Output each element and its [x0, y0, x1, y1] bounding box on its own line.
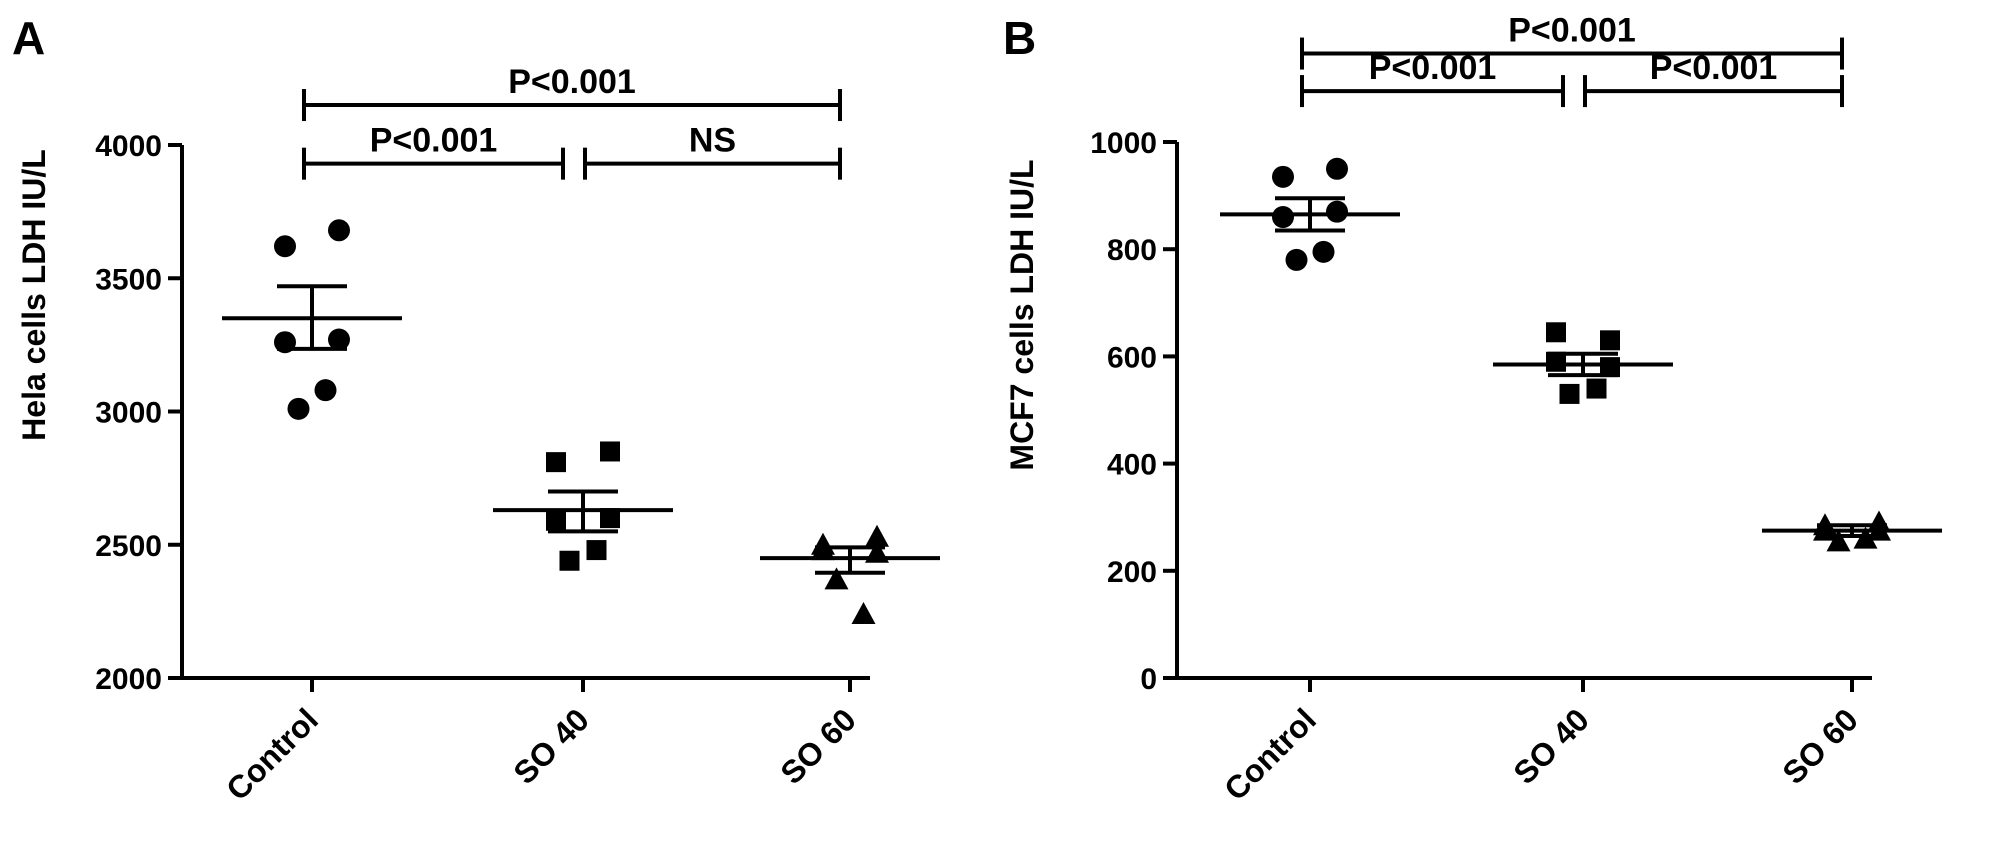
p1-point-0-2 [1272, 206, 1294, 229]
p1-y-tick-label-2: 400 [1107, 449, 1157, 482]
p0-point-0-2 [274, 331, 296, 354]
p1-point-1-0 [1546, 322, 1566, 343]
p1-y-tick-label-4: 800 [1107, 234, 1157, 267]
panel-a: A Hela cells LDH IU/L 2000 2500 3000 3500 40… [12, 12, 940, 807]
p0-x-category-label-2: SO 60 [773, 701, 863, 791]
panel-b-label: B [1003, 12, 1036, 64]
p1-group-1 [1493, 322, 1673, 404]
p1-point-2-3 [1867, 518, 1891, 541]
p1-group-2 [1762, 510, 1942, 552]
p0-significance-bracket-1: P<0.001 [302, 122, 565, 180]
p1-point-0-1 [1326, 157, 1348, 180]
p0-point-1-5 [586, 540, 607, 561]
p1-bracket-label-0: P<0.001 [1508, 12, 1636, 50]
p1-significance-bracket-2: P<0.001 [1583, 49, 1844, 108]
p0-bracket-label-1: P<0.001 [370, 122, 498, 160]
p0-y-tick-label-1: 2500 [95, 530, 162, 563]
p0-point-2-4 [824, 567, 849, 590]
p0-x-category-label-0: Control [219, 701, 325, 807]
p0-point-1-1 [600, 441, 620, 462]
p0-point-2-5 [851, 602, 876, 625]
p1-y-tick-label-0: 0 [1140, 663, 1157, 696]
p0-point-1-4 [559, 550, 580, 571]
p0-x-category-label-1: SO 40 [506, 701, 596, 791]
p0-point-0-1 [328, 219, 350, 242]
p0-point-2-3 [865, 540, 889, 563]
p0-point-0-0 [274, 235, 296, 258]
p0-group-0 [222, 219, 402, 420]
p1-y-tick-label-5: 1000 [1090, 127, 1157, 160]
panel-a-y-axis-title: Hela cells LDH IU/L [16, 149, 52, 441]
p1-point-1-2 [1546, 351, 1566, 372]
panel-b: B MCF7 cells LDH IU/L 0 200 400 600 800 1000 C… [1003, 12, 1942, 807]
p0-point-2-2 [811, 538, 835, 561]
p1-point-1-1 [1600, 330, 1620, 351]
p1-bracket-label-1: P<0.001 [1369, 49, 1497, 87]
p1-x-category-label-2: SO 60 [1775, 701, 1865, 791]
p0-point-0-3 [328, 328, 350, 351]
p0-y-tick-label-3: 3500 [95, 263, 162, 296]
p0-point-0-4 [287, 397, 310, 420]
p0-point-0-5 [314, 379, 337, 402]
p1-point-1-5 [1586, 378, 1607, 399]
panel-a-label: A [12, 12, 45, 64]
p1-y-tick-label-3: 600 [1107, 341, 1157, 374]
p1-point-0-0 [1272, 165, 1294, 188]
p1-x-category-label-0: Control [1217, 701, 1323, 807]
p1-point-2-5 [1853, 526, 1878, 549]
p1-point-2-2 [1813, 518, 1837, 541]
p0-significance-bracket-0: P<0.001 [302, 63, 842, 122]
p0-bracket-label-2: NS [689, 122, 736, 160]
p1-point-1-4 [1559, 383, 1580, 404]
p0-group-1 [493, 441, 673, 571]
p1-point-0-5 [1312, 240, 1335, 263]
p1-point-1-3 [1600, 357, 1620, 378]
p0-point-2-1 [865, 524, 889, 547]
p1-significance-bracket-1: P<0.001 [1300, 49, 1565, 108]
p0-bracket-label-0: P<0.001 [508, 63, 636, 101]
p0-y-tick-label-0: 2000 [95, 663, 162, 696]
p1-significance-bracket-0: P<0.001 [1300, 12, 1844, 70]
p0-y-tick-label-2: 3000 [95, 397, 162, 430]
p1-point-2-4 [1826, 529, 1851, 552]
p1-y-tick-label-1: 200 [1107, 556, 1157, 589]
panel-b-y-axis-title: MCF7 cells LDH IU/L [1004, 159, 1040, 470]
p0-significance-bracket-2: NS [583, 122, 842, 180]
p0-point-1-2 [546, 510, 566, 531]
p0-point-1-0 [546, 452, 566, 473]
p0-y-tick-label-4: 4000 [95, 130, 162, 163]
p1-x-category-label-1: SO 40 [1506, 701, 1596, 791]
p1-point-0-3 [1326, 200, 1348, 223]
p0-group-2 [760, 524, 940, 625]
p0-point-1-3 [600, 508, 620, 529]
p1-group-0 [1220, 157, 1400, 271]
p1-point-0-4 [1285, 248, 1308, 271]
p1-bracket-label-2: P<0.001 [1650, 49, 1778, 87]
